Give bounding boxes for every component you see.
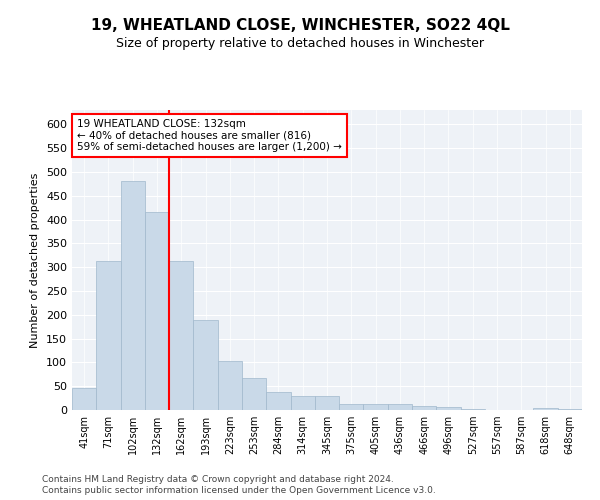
- Bar: [145, 212, 169, 410]
- Bar: [290, 396, 315, 410]
- Bar: [388, 404, 412, 410]
- Bar: [121, 182, 145, 410]
- Bar: [436, 407, 461, 410]
- Bar: [193, 320, 218, 410]
- Bar: [315, 396, 339, 410]
- Text: Contains HM Land Registry data © Crown copyright and database right 2024.: Contains HM Land Registry data © Crown c…: [42, 475, 394, 484]
- Bar: [339, 404, 364, 410]
- Bar: [461, 408, 485, 410]
- Bar: [242, 378, 266, 410]
- Text: 19 WHEATLAND CLOSE: 132sqm
← 40% of detached houses are smaller (816)
59% of sem: 19 WHEATLAND CLOSE: 132sqm ← 40% of deta…: [77, 119, 342, 152]
- Bar: [72, 388, 96, 410]
- Text: Size of property relative to detached houses in Winchester: Size of property relative to detached ho…: [116, 38, 484, 51]
- Bar: [96, 261, 121, 410]
- Bar: [364, 404, 388, 410]
- Text: 19, WHEATLAND CLOSE, WINCHESTER, SO22 4QL: 19, WHEATLAND CLOSE, WINCHESTER, SO22 4Q…: [91, 18, 509, 32]
- Text: Contains public sector information licensed under the Open Government Licence v3: Contains public sector information licen…: [42, 486, 436, 495]
- Bar: [169, 261, 193, 410]
- Bar: [412, 406, 436, 410]
- Bar: [533, 408, 558, 410]
- Bar: [558, 408, 582, 410]
- Y-axis label: Number of detached properties: Number of detached properties: [31, 172, 40, 348]
- Bar: [218, 362, 242, 410]
- Bar: [266, 392, 290, 410]
